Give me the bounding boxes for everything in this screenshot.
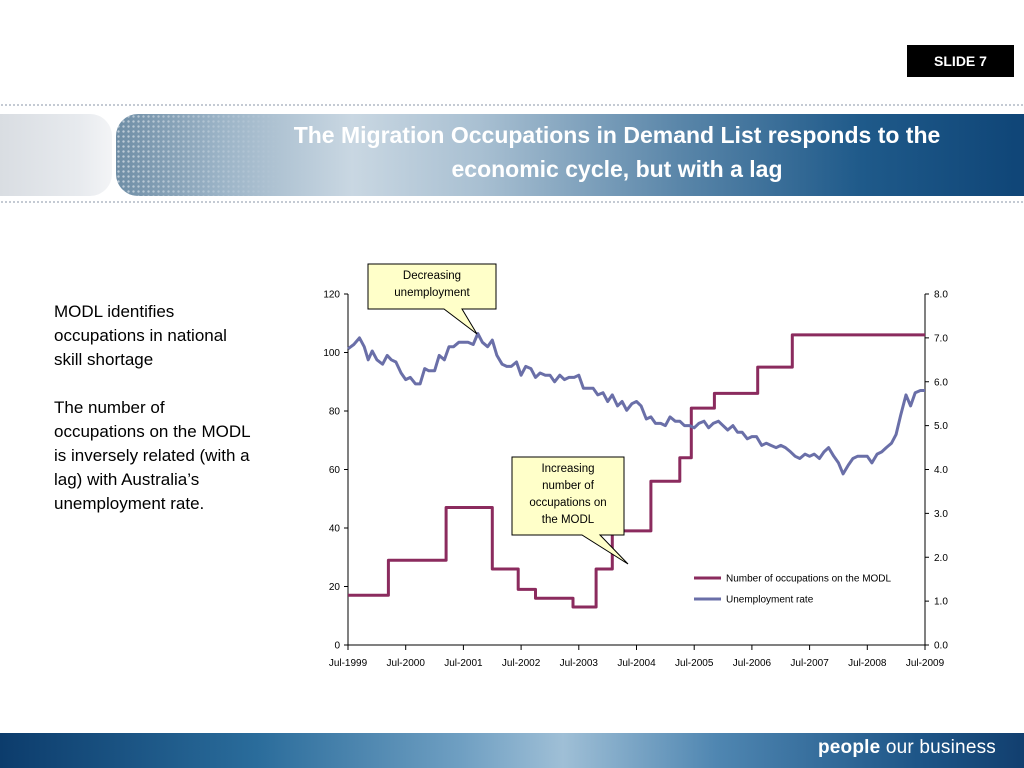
slide-number-badge: SLIDE 7 bbox=[907, 45, 1014, 77]
right-y-tick-label: 0.0 bbox=[934, 641, 948, 652]
left-y-tick-label: 100 bbox=[323, 348, 340, 359]
x-tick-label: Jul-2008 bbox=[848, 658, 887, 669]
x-tick-label: Jul-2009 bbox=[906, 658, 945, 669]
slide-title-line2: economic cycle, but with a lag bbox=[451, 156, 783, 182]
callout-decreasing-unemployment-text: unemployment bbox=[394, 287, 470, 299]
right-y-tick-label: 2.0 bbox=[934, 553, 948, 564]
banner-left-panel bbox=[0, 114, 112, 196]
right-y-tick-label: 1.0 bbox=[934, 597, 948, 608]
left-y-tick-label: 60 bbox=[329, 465, 341, 476]
legend-label: Number of occupations on the MODL bbox=[726, 574, 892, 585]
left-y-tick-label: 120 bbox=[323, 290, 340, 301]
right-y-tick-label: 5.0 bbox=[934, 421, 948, 432]
x-tick-label: Jul-2004 bbox=[617, 658, 656, 669]
left-y-tick-label: 20 bbox=[329, 582, 341, 593]
callout-increasing-modl-text: occupations on bbox=[529, 497, 606, 509]
callout-increasing-modl-bubble bbox=[511, 456, 629, 565]
footer-brand-rest: our business bbox=[885, 737, 996, 758]
footer-bar: people our business bbox=[0, 733, 1024, 768]
callout-increasing-modl-text: the MODL bbox=[542, 514, 595, 526]
x-tick-label: Jul-2000 bbox=[387, 658, 426, 669]
callout-increasing-modl-text: number of bbox=[542, 480, 595, 492]
left-y-tick-label: 40 bbox=[329, 524, 341, 535]
x-tick-label: Jul-1999 bbox=[329, 658, 368, 669]
globe-graphic bbox=[116, 114, 286, 196]
right-y-tick-label: 3.0 bbox=[934, 509, 948, 520]
left-y-tick-label: 80 bbox=[329, 407, 341, 418]
footer-brand-bold: people bbox=[817, 737, 881, 758]
legend-label: Unemployment rate bbox=[726, 595, 814, 606]
footer-brand: people our business bbox=[818, 737, 996, 759]
banner-bottom-dots bbox=[0, 201, 1024, 203]
slide-title-line1: The Migration Occupations in Demand List… bbox=[293, 122, 941, 148]
callout-decreasing-unemployment-text: Decreasing bbox=[403, 270, 461, 282]
right-y-tick-label: 6.0 bbox=[934, 377, 948, 388]
banner-top-dots bbox=[0, 104, 1024, 106]
x-tick-label: Jul-2007 bbox=[790, 658, 829, 669]
slide-title: The Migration Occupations in Demand List… bbox=[262, 118, 972, 186]
right-y-tick-label: 8.0 bbox=[934, 290, 948, 301]
modl-unemployment-chart: 0 20 40 60 80 100 120 0.0 1.0 2.0 3.0 4.0 5.0 6.0 7.0 8… bbox=[323, 263, 948, 669]
right-y-tick-label: 7.0 bbox=[934, 333, 948, 344]
x-tick-label: Jul-2005 bbox=[675, 658, 714, 669]
left-y-tick-label: 0 bbox=[334, 641, 340, 652]
body-paragraph-1: MODL identifies occupations in national … bbox=[54, 302, 227, 369]
right-y-tick-label: 4.0 bbox=[934, 465, 948, 476]
modl-series-line bbox=[348, 333, 925, 609]
unemployment-series-line bbox=[347, 332, 925, 476]
legend-box bbox=[688, 567, 912, 609]
x-tick-label: Jul-2006 bbox=[733, 658, 772, 669]
callout-decreasing-unemployment-bubble bbox=[367, 263, 497, 335]
x-tick-label: Jul-2003 bbox=[560, 658, 599, 669]
x-tick-label: Jul-2001 bbox=[444, 658, 483, 669]
x-tick-label: Jul-2002 bbox=[502, 658, 541, 669]
banner-main-panel bbox=[116, 114, 1024, 196]
body-paragraph-2: The number of occupations on the MODL is… bbox=[54, 398, 250, 513]
body-text: MODL identifies occupations in national … bbox=[54, 300, 259, 540]
title-banner bbox=[0, 104, 1024, 204]
callout-increasing-modl-text: Increasing bbox=[541, 463, 594, 475]
